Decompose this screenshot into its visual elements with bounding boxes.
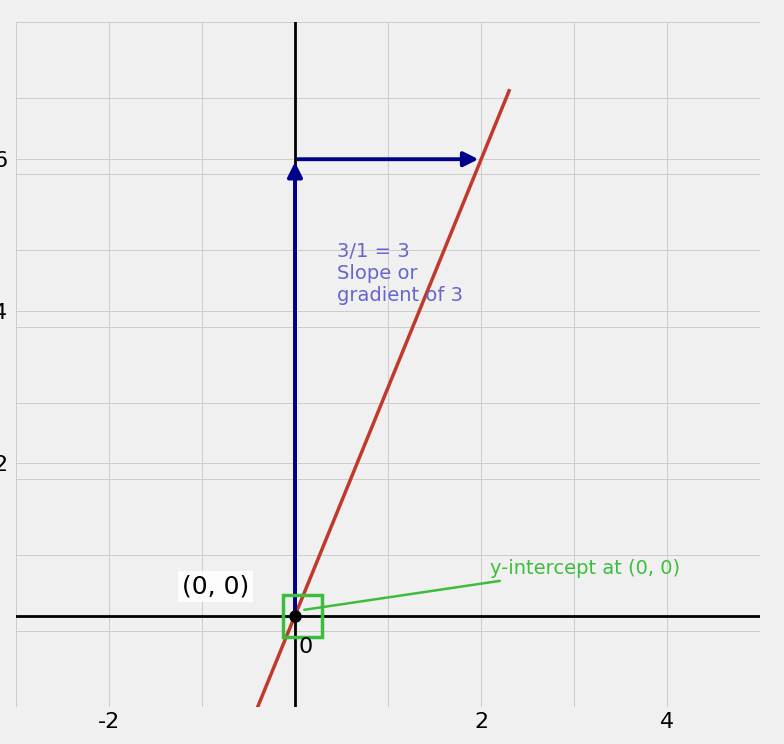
Text: (0, 0): (0, 0) [182, 574, 249, 599]
Text: 3/1 = 3
Slope or
gradient of 3: 3/1 = 3 Slope or gradient of 3 [337, 242, 463, 305]
Text: 0: 0 [299, 637, 313, 657]
Text: y-intercept at (0, 0): y-intercept at (0, 0) [304, 559, 681, 610]
Bar [283, 595, 322, 637]
